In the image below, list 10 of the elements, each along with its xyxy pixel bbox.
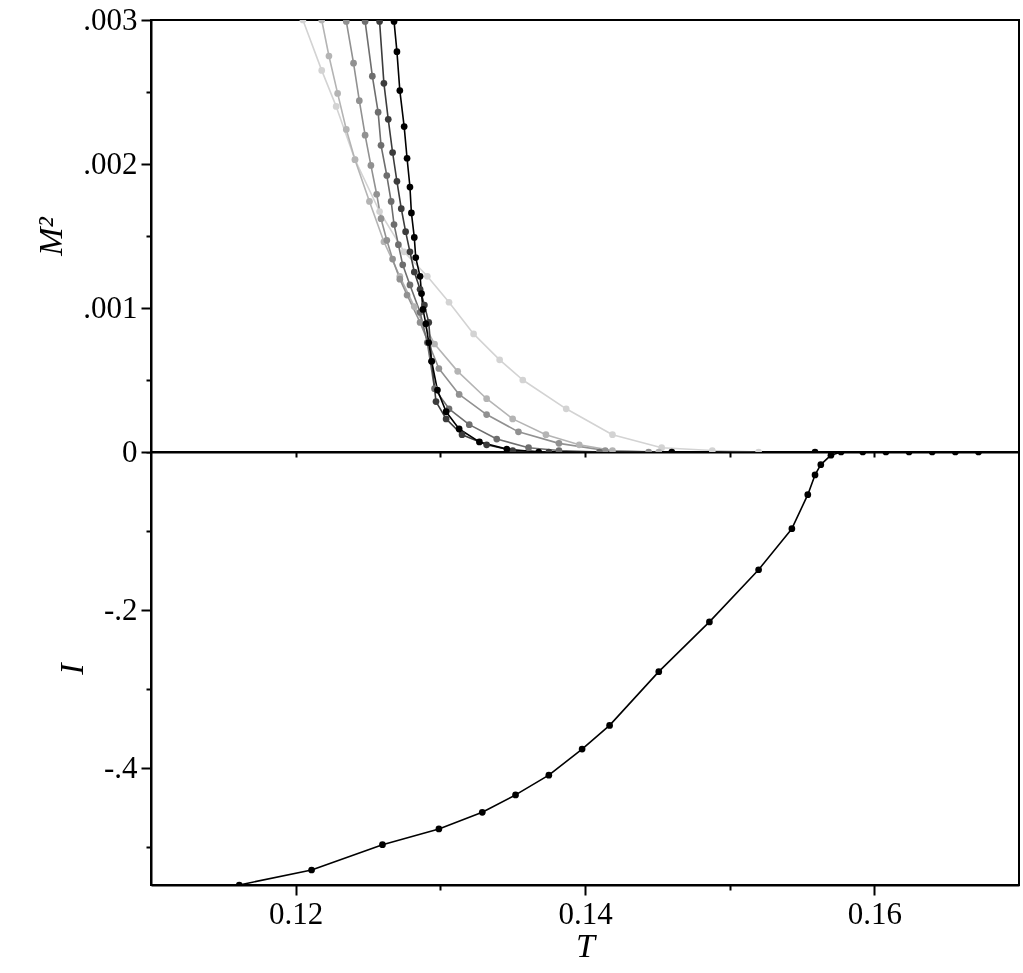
y-tick-label: -.4 [103, 749, 138, 785]
x-tick-label: 0.12 [269, 895, 324, 931]
y-tick-label: 0 [122, 433, 138, 469]
x-tick-label: 0.16 [847, 895, 902, 931]
y-tick-label: .002 [83, 145, 138, 181]
y-tick-label: .003 [83, 1, 138, 37]
y-tick-label: .001 [83, 289, 138, 325]
y-tick-label: -.2 [103, 591, 138, 627]
y-axis-title: I [52, 661, 90, 676]
y-axis-title: M² [32, 216, 70, 257]
